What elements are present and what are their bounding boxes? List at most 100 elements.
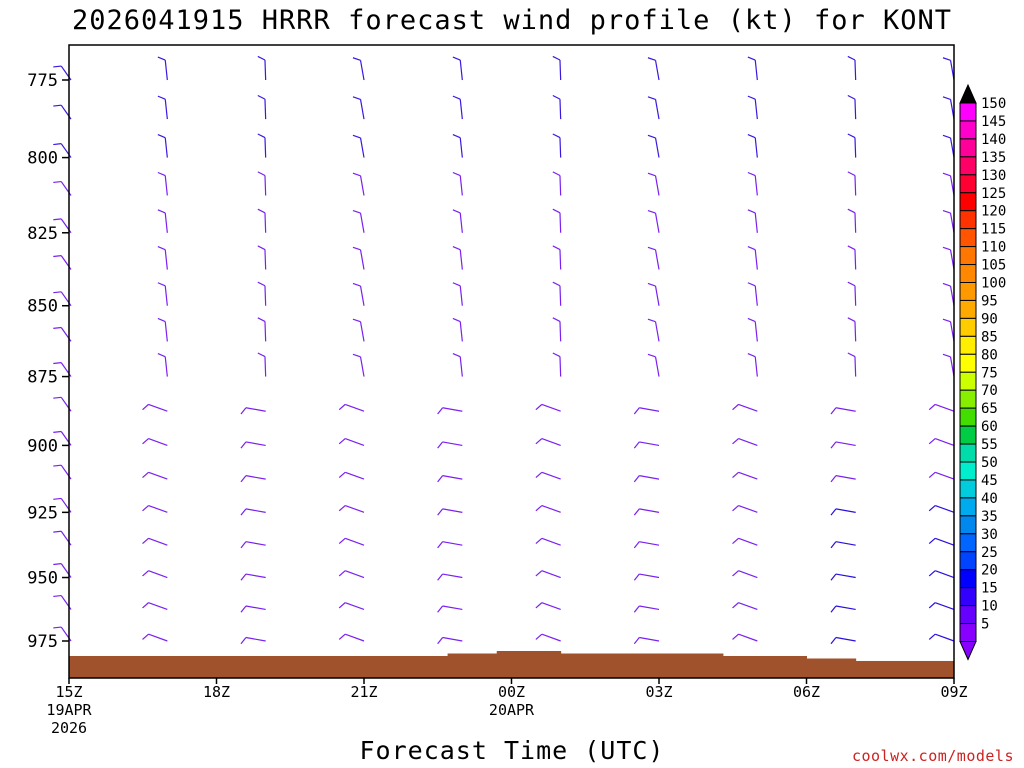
barb-flag: [535, 403, 543, 411]
barb-flag: [633, 573, 640, 581]
barb-flag: [928, 471, 936, 479]
barb-staff: [935, 437, 955, 446]
barb-flag: [142, 471, 149, 479]
barb-staff: [639, 573, 660, 579]
colorbar-label: 85: [981, 329, 998, 345]
colorbar-swatch: [959, 282, 977, 301]
barb-flag: [142, 505, 149, 512]
barb-flag: [53, 530, 62, 533]
barb-staff: [245, 475, 266, 480]
wind-barb: [240, 573, 266, 581]
wind-barb: [157, 209, 168, 233]
barb-flag: [942, 57, 951, 61]
wind-barb: [437, 636, 463, 645]
wind-barb: [732, 403, 758, 412]
barb-flag: [942, 172, 951, 177]
wind-barb: [352, 282, 365, 306]
barb-flag: [53, 255, 62, 258]
wind-barb: [535, 537, 561, 546]
barb-flag: [53, 326, 62, 329]
barb-flag: [240, 541, 247, 549]
terrain-segment: [722, 655, 807, 678]
wind-barb: [352, 318, 365, 342]
barb-flag: [847, 133, 856, 139]
barb-flag: [535, 505, 543, 512]
barb-flag: [942, 96, 951, 100]
barb-staff: [541, 471, 561, 480]
barb-flag: [257, 317, 266, 322]
barb-flag: [157, 134, 166, 139]
barb-staff: [345, 570, 365, 579]
wind-barb: [830, 407, 856, 415]
x-axis-label: Forecast Time (UTC): [360, 736, 665, 765]
wind-barb: [928, 403, 955, 412]
barb-flag: [240, 573, 247, 581]
y-tick-label: 925: [27, 503, 58, 523]
wind-barb: [157, 56, 168, 81]
wind-barb: [452, 353, 463, 377]
barb-flag: [552, 352, 561, 358]
y-tick-label: 775: [27, 71, 58, 91]
barb-flag: [732, 438, 739, 445]
y-tick-label: 900: [27, 436, 58, 456]
wind-barb: [437, 508, 463, 516]
barb-flag: [157, 171, 166, 177]
barb-flag: [847, 94, 856, 100]
wind-barb: [732, 602, 758, 611]
barb-staff: [541, 403, 561, 412]
wind-barb: [452, 95, 463, 120]
colorbar-swatch: [959, 425, 977, 445]
colorbar-swatch: [959, 317, 977, 337]
barb-flag: [535, 602, 543, 609]
colorbar-swatch: [959, 569, 977, 589]
barb-flag: [338, 505, 346, 512]
wind-barb: [732, 471, 758, 480]
wind-barb: [647, 353, 660, 377]
wind-barb: [747, 56, 758, 81]
wind-barb: [452, 209, 463, 233]
terrain-segment: [290, 655, 449, 678]
chart-title: 2026041915 HRRR forecast wind profile (k…: [72, 5, 952, 36]
barb-flag: [747, 353, 756, 358]
barb-staff: [345, 537, 365, 546]
barb-staff: [164, 356, 168, 377]
barb-flag: [552, 94, 561, 100]
barb-flag: [437, 605, 444, 613]
wind-barb: [240, 475, 266, 483]
barb-flag: [552, 245, 561, 251]
wind-barb: [928, 504, 955, 513]
barb-flag: [257, 171, 266, 177]
wind-barb: [535, 602, 561, 611]
wind-barb: [240, 605, 266, 613]
barb-flag: [647, 282, 656, 287]
wind-barb: [452, 282, 463, 306]
barb-staff: [754, 285, 758, 306]
colorbar-label: 120: [981, 204, 1006, 220]
barb-flag: [240, 508, 247, 516]
wind-barb: [942, 57, 955, 81]
y-tick-label: 975: [27, 632, 58, 652]
barb-staff: [854, 59, 857, 81]
barb-flag: [732, 633, 739, 640]
barb-staff: [541, 537, 561, 546]
barb-staff: [442, 441, 463, 446]
barb-staff: [442, 508, 463, 513]
wind-barb: [157, 317, 168, 342]
barb-staff: [654, 285, 660, 306]
colorbar-label: 65: [981, 401, 998, 417]
barb-flag: [928, 633, 936, 640]
barb-flag: [647, 134, 656, 139]
colorbar-swatch: [959, 389, 977, 409]
x-tick-label: 21Z: [350, 683, 377, 701]
barb-flag: [437, 541, 444, 549]
barb-staff: [264, 212, 267, 233]
barb-flag: [747, 317, 756, 323]
barb-staff: [654, 356, 660, 377]
barb-flag: [352, 353, 361, 358]
barb-flag: [452, 209, 461, 214]
barb-flag: [830, 541, 837, 549]
terrain-group: [69, 651, 955, 678]
y-tick-label: 875: [27, 368, 58, 388]
wind-barb: [847, 171, 857, 196]
barb-flag: [552, 317, 561, 322]
